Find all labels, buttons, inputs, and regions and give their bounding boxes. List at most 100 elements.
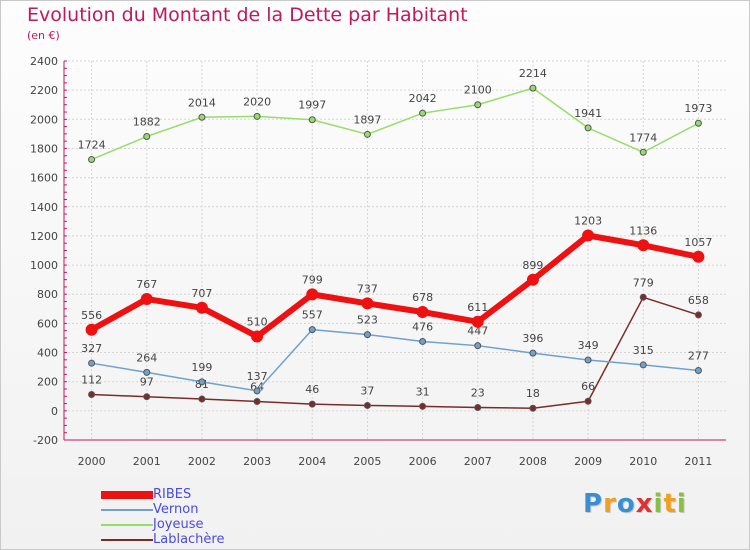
x-tick-label: 2004: [298, 455, 326, 468]
data-point-lablachere: [639, 293, 647, 301]
brand-letter: i: [653, 489, 664, 519]
data-label-ribes: 799: [302, 273, 323, 286]
x-tick-label: 2002: [188, 455, 216, 468]
y-tick-label: 1600: [30, 172, 58, 185]
data-point-ribes: [471, 315, 484, 328]
legend-label: Lablachère: [153, 532, 225, 547]
x-tick-label: 2006: [409, 455, 437, 468]
data-point-joyeuse: [474, 101, 482, 109]
y-tick-label: 1400: [30, 201, 58, 214]
data-point-lablachere: [474, 403, 482, 411]
data-label-lablachere: 779: [633, 276, 654, 289]
y-tick-label: 2000: [30, 113, 58, 126]
data-label-vernon: 447: [467, 325, 488, 338]
y-tick-label: 1000: [30, 259, 58, 272]
legend-swatch: [101, 509, 153, 511]
y-tick-label: 400: [37, 347, 58, 360]
x-tick-label: 2005: [353, 455, 381, 468]
data-point-lablachere: [308, 400, 316, 408]
data-point-ribes: [637, 239, 650, 252]
data-label-joyeuse: 1941: [574, 107, 602, 120]
y-tick-label: 2200: [30, 84, 58, 97]
data-label-ribes: 1136: [629, 224, 657, 237]
data-point-vernon: [143, 368, 151, 376]
data-label-lablachere: 97: [140, 376, 154, 389]
data-point-joyeuse: [639, 148, 647, 156]
data-label-vernon: 557: [302, 309, 323, 322]
data-label-ribes: 707: [191, 287, 212, 300]
data-label-joyeuse: 2014: [188, 96, 216, 109]
y-tick-label: 2400: [30, 55, 58, 68]
data-label-lablachere: 31: [416, 385, 430, 398]
brand-letter: t: [663, 489, 677, 519]
brand-letter: i: [676, 489, 687, 519]
x-tick-label: 2009: [574, 455, 602, 468]
data-point-lablachere: [584, 397, 592, 405]
data-label-vernon: 327: [81, 342, 102, 355]
data-point-ribes: [195, 301, 208, 314]
y-tick-label: -200: [33, 434, 58, 447]
data-label-ribes: 611: [467, 301, 488, 314]
data-point-joyeuse: [363, 130, 371, 138]
x-tick-label: 2003: [243, 455, 271, 468]
data-point-vernon: [474, 342, 482, 350]
legend-label: RIBES: [153, 487, 192, 502]
data-label-ribes: 737: [357, 282, 378, 295]
data-point-vernon: [308, 326, 316, 334]
y-tick-label: 200: [37, 376, 58, 389]
y-tick-label: 1800: [30, 142, 58, 155]
data-point-vernon: [529, 349, 537, 357]
legend-swatch: [101, 524, 153, 526]
data-point-vernon: [88, 359, 96, 367]
data-label-vernon: 199: [191, 361, 212, 374]
data-point-vernon: [639, 361, 647, 369]
data-point-ribes: [251, 330, 264, 343]
data-point-vernon: [198, 378, 206, 386]
y-tick-label: 600: [37, 317, 58, 330]
data-point-vernon: [363, 331, 371, 339]
data-point-lablachere: [363, 401, 371, 409]
data-point-lablachere: [253, 398, 261, 406]
data-point-joyeuse: [694, 119, 702, 127]
data-label-ribes: 678: [412, 291, 433, 304]
data-label-joyeuse: 1774: [629, 131, 657, 144]
x-tick-label: 2001: [133, 455, 161, 468]
data-label-joyeuse: 1724: [78, 139, 106, 152]
series-line-vernon: [90, 328, 700, 392]
legend-swatch: [101, 491, 153, 499]
series-line-joyeuse: [90, 87, 700, 161]
x-tick-label: 2011: [684, 455, 712, 468]
data-point-lablachere: [198, 395, 206, 403]
data-point-joyeuse: [529, 84, 537, 92]
data-label-ribes: 899: [522, 259, 543, 272]
data-point-ribes: [306, 288, 319, 301]
chart-title: Evolution du Montant de la Dette par Hab…: [27, 4, 468, 26]
data-label-vernon: 315: [633, 344, 654, 357]
legend-label: Joyeuse: [153, 517, 204, 532]
y-tick-label: 800: [37, 288, 58, 301]
data-label-lablachere: 18: [526, 387, 540, 400]
series-line-ribes: [88, 232, 702, 340]
data-label-vernon: 396: [522, 332, 543, 345]
data-point-joyeuse: [143, 133, 151, 141]
data-label-lablachere: 23: [471, 386, 485, 399]
brand-logo: Proxiti: [583, 489, 687, 519]
data-label-joyeuse: 2020: [243, 95, 271, 108]
brand-letter: x: [635, 489, 654, 519]
brand-letter: P: [583, 489, 604, 519]
x-tick-label: 2008: [519, 455, 547, 468]
data-point-vernon: [694, 366, 702, 374]
data-point-ribes: [582, 229, 595, 242]
data-point-joyeuse: [253, 112, 261, 120]
y-tick-label: 0: [51, 405, 58, 418]
x-tick-label: 2007: [464, 455, 492, 468]
data-label-lablachere: 46: [305, 383, 319, 396]
data-label-joyeuse: 2100: [464, 84, 492, 97]
data-point-lablachere: [88, 391, 96, 399]
data-label-lablachere: 66: [581, 380, 595, 393]
data-label-vernon: 277: [688, 349, 709, 362]
data-point-lablachere: [143, 393, 151, 401]
data-label-vernon: 349: [578, 339, 599, 352]
data-point-ribes: [416, 306, 429, 319]
data-point-lablachere: [694, 311, 702, 319]
